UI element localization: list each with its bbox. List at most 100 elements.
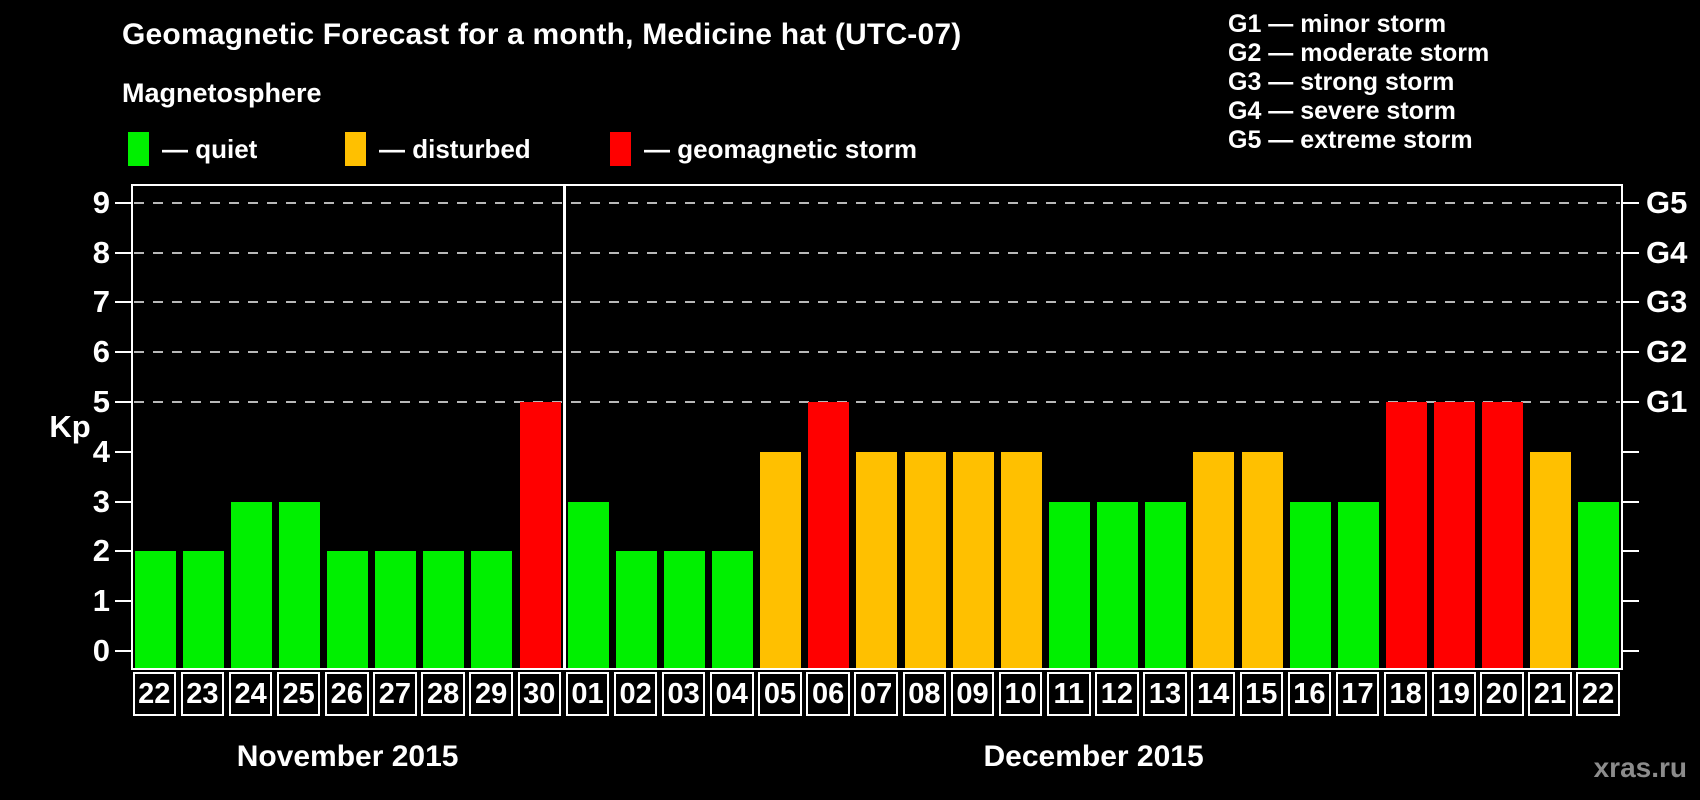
kp-bar-november-27 (375, 551, 417, 668)
x-axis-day-label: 27 (373, 672, 417, 716)
kp-bar-december-10 (1000, 451, 1042, 668)
y-axis-tick-label: 6 (92, 334, 110, 370)
g-scale-legend: G1 — minor storm G2 — moderate storm G3 — … (1228, 10, 1489, 155)
gridline-kp9 (134, 201, 1620, 204)
g-axis-label-g5: G5 (1646, 184, 1688, 220)
y-axis-tick-left (115, 251, 131, 254)
g-axis-label-g3: G3 (1646, 284, 1688, 320)
y-axis-tick-left (115, 600, 131, 603)
y-axis-tick-right (1623, 650, 1639, 652)
y-axis-tick-label: 5 (92, 384, 110, 419)
x-axis-day-label: 15 (1239, 672, 1284, 716)
x-axis-day-label: 19 (1432, 672, 1476, 716)
x-axis-day-label: 07 (854, 672, 898, 716)
y-axis-tick-label: 7 (92, 284, 110, 320)
legend-item-storm: — geomagnetic storm (610, 130, 917, 168)
y-axis-tick-left (115, 301, 131, 304)
quiet-color-swatch (128, 132, 149, 166)
y-axis-tick-right (1623, 401, 1639, 403)
y-axis-tick-right (1623, 301, 1639, 304)
x-axis-day-label: 02 (613, 672, 658, 716)
y-axis-tick-label: 4 (92, 433, 110, 469)
kp-bar-december-03 (663, 551, 705, 668)
x-axis-day-label: 24 (228, 672, 273, 716)
kp-bar-december-12 (1097, 501, 1139, 668)
g-axis-label-g1: G1 (1646, 384, 1688, 419)
y-axis-tick-left (115, 201, 131, 204)
y-axis-tick-left (115, 650, 131, 652)
x-axis-day-label: 12 (1095, 672, 1139, 716)
kp-bar-december-22 (1578, 501, 1620, 668)
x-axis-day-label: 01 (565, 672, 610, 716)
kp-bar-december-07 (856, 451, 898, 668)
x-axis-day-label: 17 (1335, 672, 1380, 716)
kp-bar-december-15 (1241, 451, 1283, 668)
y-axis-tick-right (1623, 600, 1639, 603)
kp-bar-november-23 (182, 551, 224, 668)
x-axis-day-label: 10 (998, 672, 1043, 716)
kp-bar-december-20 (1482, 402, 1524, 668)
kp-bar-december-02 (615, 551, 657, 668)
month-separator (562, 186, 566, 668)
y-axis-tick-right (1623, 450, 1639, 453)
kp-bar-december-06 (808, 402, 850, 668)
legend-item-quiet: — quiet (128, 130, 257, 168)
x-axis-day-label: 06 (806, 672, 850, 716)
disturbed-color-swatch (345, 132, 366, 166)
gridline-kp7 (134, 301, 1620, 304)
y-axis-tick-left (115, 351, 131, 354)
kp-bar-december-21 (1530, 451, 1572, 668)
y-axis-tick-left (115, 401, 131, 403)
legend-item-label: — disturbed (379, 133, 531, 164)
month-label: November 2015 (236, 740, 459, 773)
y-axis-tick-right (1623, 550, 1639, 553)
kp-bar-december-13 (1145, 501, 1187, 668)
y-axis-tick-label: 9 (92, 184, 110, 220)
x-axis-day-label: 20 (1480, 672, 1524, 716)
kp-bar-november-26 (327, 551, 369, 668)
x-axis-day-label: 11 (1047, 672, 1091, 716)
watermark: xras.ru (1593, 752, 1687, 783)
x-axis-day-label: 28 (421, 672, 465, 716)
g-axis-label-g2: G2 (1646, 334, 1688, 370)
g-scale-legend-line: G2 — moderate storm (1228, 39, 1490, 67)
kp-bar-december-04 (712, 551, 754, 668)
gridline-kp5 (134, 401, 1620, 403)
gridline-kp6 (134, 351, 1620, 354)
g-scale-legend-line: G3 — strong storm (1228, 68, 1455, 96)
kp-bar-december-05 (760, 451, 802, 668)
legend-item-disturbed: — disturbed (345, 130, 531, 168)
x-axis-day-label: 22 (1576, 672, 1620, 716)
x-axis-day-label: 26 (325, 672, 369, 716)
gridline-kp8 (134, 251, 1620, 254)
y-axis-label: Kp (49, 409, 91, 444)
kp-bar-december-16 (1289, 501, 1331, 668)
x-axis-day-label: 03 (661, 672, 706, 716)
y-axis-tick-right (1623, 201, 1639, 204)
kp-bar-november-28 (423, 551, 465, 668)
y-axis-tick-left (115, 500, 131, 503)
x-axis-day-label: 21 (1528, 672, 1572, 716)
x-axis-day-label: 29 (469, 672, 513, 716)
legend-item-label: — quiet (162, 133, 258, 164)
y-axis-tick-label: 3 (92, 483, 110, 519)
chart-title: Geomagnetic Forecast for a month, Medici… (122, 18, 962, 51)
g-scale-legend-line: G4 — severe storm (1228, 97, 1456, 125)
month-label: December 2015 (983, 740, 1204, 773)
x-axis-day-label: 14 (1191, 672, 1235, 716)
kp-bar-december-01 (567, 501, 609, 668)
kp-bar-november-24 (230, 501, 272, 668)
kp-bar-december-14 (1193, 451, 1235, 668)
kp-bar-december-11 (1049, 501, 1091, 668)
y-axis-tick-left (115, 450, 131, 453)
magnetosphere-label: Magnetosphere (122, 78, 322, 108)
x-axis-day-label: 16 (1287, 672, 1332, 716)
storm-color-swatch (610, 132, 631, 166)
x-axis-day-label: 04 (710, 672, 754, 716)
x-axis-day-label: 22 (132, 672, 177, 716)
y-axis-tick-right (1623, 251, 1639, 254)
kp-bar-december-09 (952, 451, 994, 668)
legend-item-label: — geomagnetic storm (644, 133, 918, 164)
kp-bar-december-08 (904, 451, 946, 668)
